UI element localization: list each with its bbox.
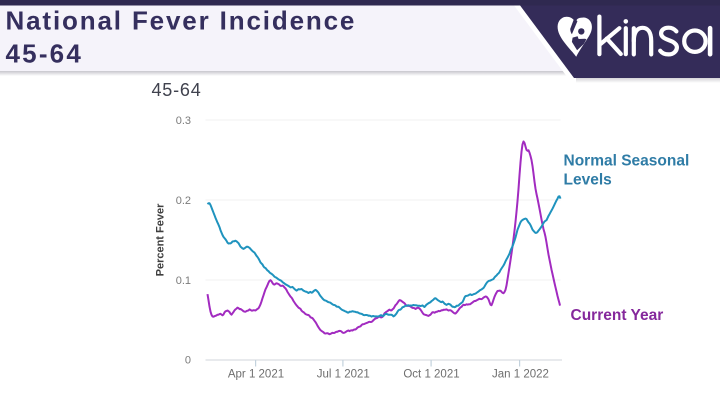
- svg-text:National Fever Incidence: National Fever Incidence: [6, 6, 357, 36]
- svg-text:Jan 1 2022: Jan 1 2022: [492, 369, 549, 381]
- svg-text:0.2: 0.2: [176, 195, 191, 207]
- svg-text:Current Year: Current Year: [571, 307, 664, 324]
- svg-text:Percent Fever: Percent Fever: [155, 203, 167, 276]
- svg-text:Apr 1 2021: Apr 1 2021: [228, 369, 284, 381]
- svg-text:Jul 1 2021: Jul 1 2021: [317, 369, 370, 381]
- svg-text:0.3: 0.3: [176, 115, 191, 127]
- svg-text:Levels: Levels: [564, 172, 612, 189]
- svg-text:45-64: 45-64: [152, 80, 202, 100]
- svg-text:0: 0: [185, 355, 191, 367]
- svg-text:Oct 1 2021: Oct 1 2021: [403, 369, 459, 381]
- svg-text:Normal Seasonal: Normal Seasonal: [564, 153, 690, 170]
- svg-text:45-64: 45-64: [6, 39, 84, 69]
- svg-text:0.1: 0.1: [176, 275, 191, 287]
